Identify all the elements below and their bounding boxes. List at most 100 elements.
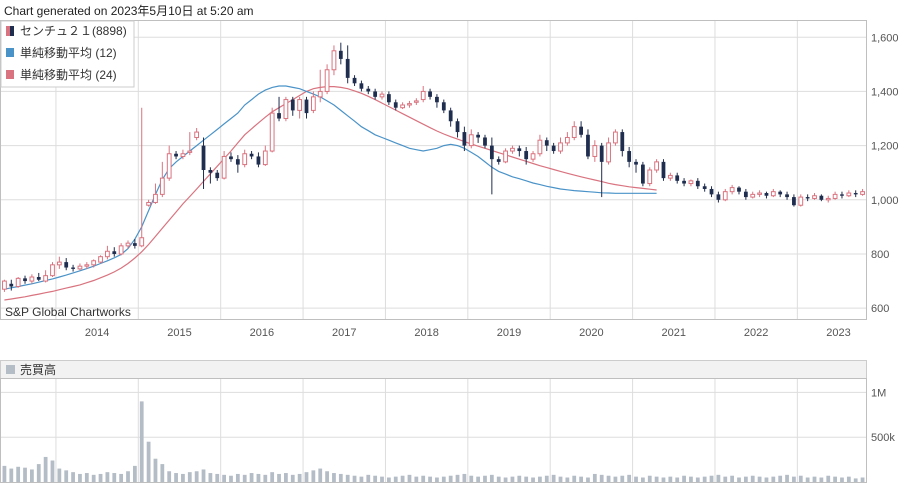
- candle: [468, 129, 474, 149]
- volume-bar: [352, 475, 357, 482]
- candle-body: [256, 156, 261, 165]
- candle: [9, 279, 14, 291]
- candle: [345, 45, 350, 84]
- candle-body: [249, 153, 254, 157]
- candle-body: [846, 192, 852, 197]
- volume-bar: [840, 477, 844, 482]
- candle-body: [400, 104, 405, 109]
- x-tick-label: 2020: [579, 327, 603, 339]
- candle-body: [36, 277, 41, 280]
- candle-body: [215, 172, 220, 179]
- volume-bar: [455, 474, 460, 482]
- candle-body: [654, 161, 660, 171]
- candle: [84, 262, 90, 269]
- candle-body: [770, 191, 776, 197]
- volume-bar: [311, 470, 316, 482]
- candle: [627, 146, 632, 168]
- candle: [56, 256, 62, 269]
- volume-bar: [435, 477, 439, 482]
- legend-item-ma12: 単純移動平均 (12): [6, 46, 117, 60]
- volume-bar: [812, 476, 817, 482]
- candle: [455, 118, 460, 138]
- volume-bar: [723, 476, 728, 482]
- candle: [373, 88, 378, 100]
- candle-body: [764, 193, 769, 196]
- volume-bar: [503, 477, 508, 482]
- candle-body: [558, 142, 563, 152]
- candle: [91, 259, 97, 268]
- candle-body: [50, 264, 55, 277]
- volume-bar: [43, 456, 48, 482]
- candle: [50, 262, 55, 278]
- candle: [599, 142, 604, 198]
- volume-bar: [846, 476, 851, 482]
- candle-body: [729, 187, 735, 193]
- candle-body: [373, 91, 378, 97]
- candle: [187, 132, 193, 156]
- candle-body: [84, 264, 90, 267]
- candle-body: [324, 69, 330, 92]
- volume-bar: [359, 476, 364, 482]
- candle: [43, 270, 49, 283]
- x-tick-label: 2015: [167, 327, 191, 339]
- legend-item-stock: センチュ２１(8898): [6, 24, 127, 38]
- volume-bar: [702, 476, 707, 482]
- x-tick-label: 2016: [250, 327, 274, 339]
- candle: [2, 279, 7, 292]
- candle: [359, 80, 364, 92]
- volume-bar: [771, 476, 776, 482]
- x-tick-label: 2019: [497, 327, 521, 339]
- volume-bar: [620, 475, 625, 482]
- candle-body: [366, 88, 371, 92]
- volume-bar: [792, 476, 796, 482]
- candle-body: [166, 153, 172, 179]
- volume-bar: [263, 474, 268, 482]
- candle: [180, 149, 186, 160]
- volume-bar: [730, 475, 735, 482]
- x-axis: 2014 2015 2016 2017 2018 2019 2020 2021 2022 2023: [85, 327, 851, 339]
- candle-body: [77, 265, 83, 270]
- candle-body: [860, 191, 865, 195]
- candle-body: [586, 134, 590, 157]
- volume-bar: [510, 476, 515, 482]
- volume-bar: [297, 473, 302, 482]
- candle: [825, 195, 831, 203]
- candle-body: [737, 187, 741, 192]
- volume-bars-group: [2, 401, 865, 482]
- price-y-axis: 600 800 1,000 1,200 1,400 1,600: [871, 32, 899, 315]
- volume-bar: [558, 476, 563, 482]
- candle: [338, 42, 343, 65]
- volume-bar: [551, 474, 556, 482]
- candle: [166, 145, 172, 181]
- volume-bar: [78, 473, 82, 482]
- volume-bar: [517, 475, 522, 482]
- candle: [146, 199, 151, 207]
- candle: [242, 149, 248, 168]
- candle-body: [269, 112, 275, 152]
- price-panel-frame: [0, 20, 867, 320]
- candle: [118, 243, 124, 256]
- volume-bar: [441, 476, 446, 482]
- candle-body: [757, 192, 762, 195]
- candle: [159, 161, 165, 198]
- candle: [400, 102, 405, 110]
- candle: [558, 137, 563, 154]
- candle-body: [544, 140, 549, 146]
- candle-body: [345, 58, 350, 78]
- candle: [667, 172, 673, 181]
- candle: [716, 191, 721, 203]
- candle: [702, 183, 707, 192]
- candle: [256, 152, 261, 168]
- volume-bar: [167, 471, 172, 482]
- chart-generated-timestamp: Chart generated on 2023年5月10日 at 5:20 am: [4, 4, 254, 18]
- volume-bar: [860, 477, 865, 482]
- volume-bar: [98, 473, 103, 482]
- candle: [174, 151, 178, 160]
- candle: [778, 190, 783, 198]
- candle: [743, 188, 748, 200]
- candle-body: [235, 159, 240, 165]
- candle: [805, 194, 810, 202]
- candle-body: [634, 161, 638, 165]
- candle-body: [352, 77, 357, 84]
